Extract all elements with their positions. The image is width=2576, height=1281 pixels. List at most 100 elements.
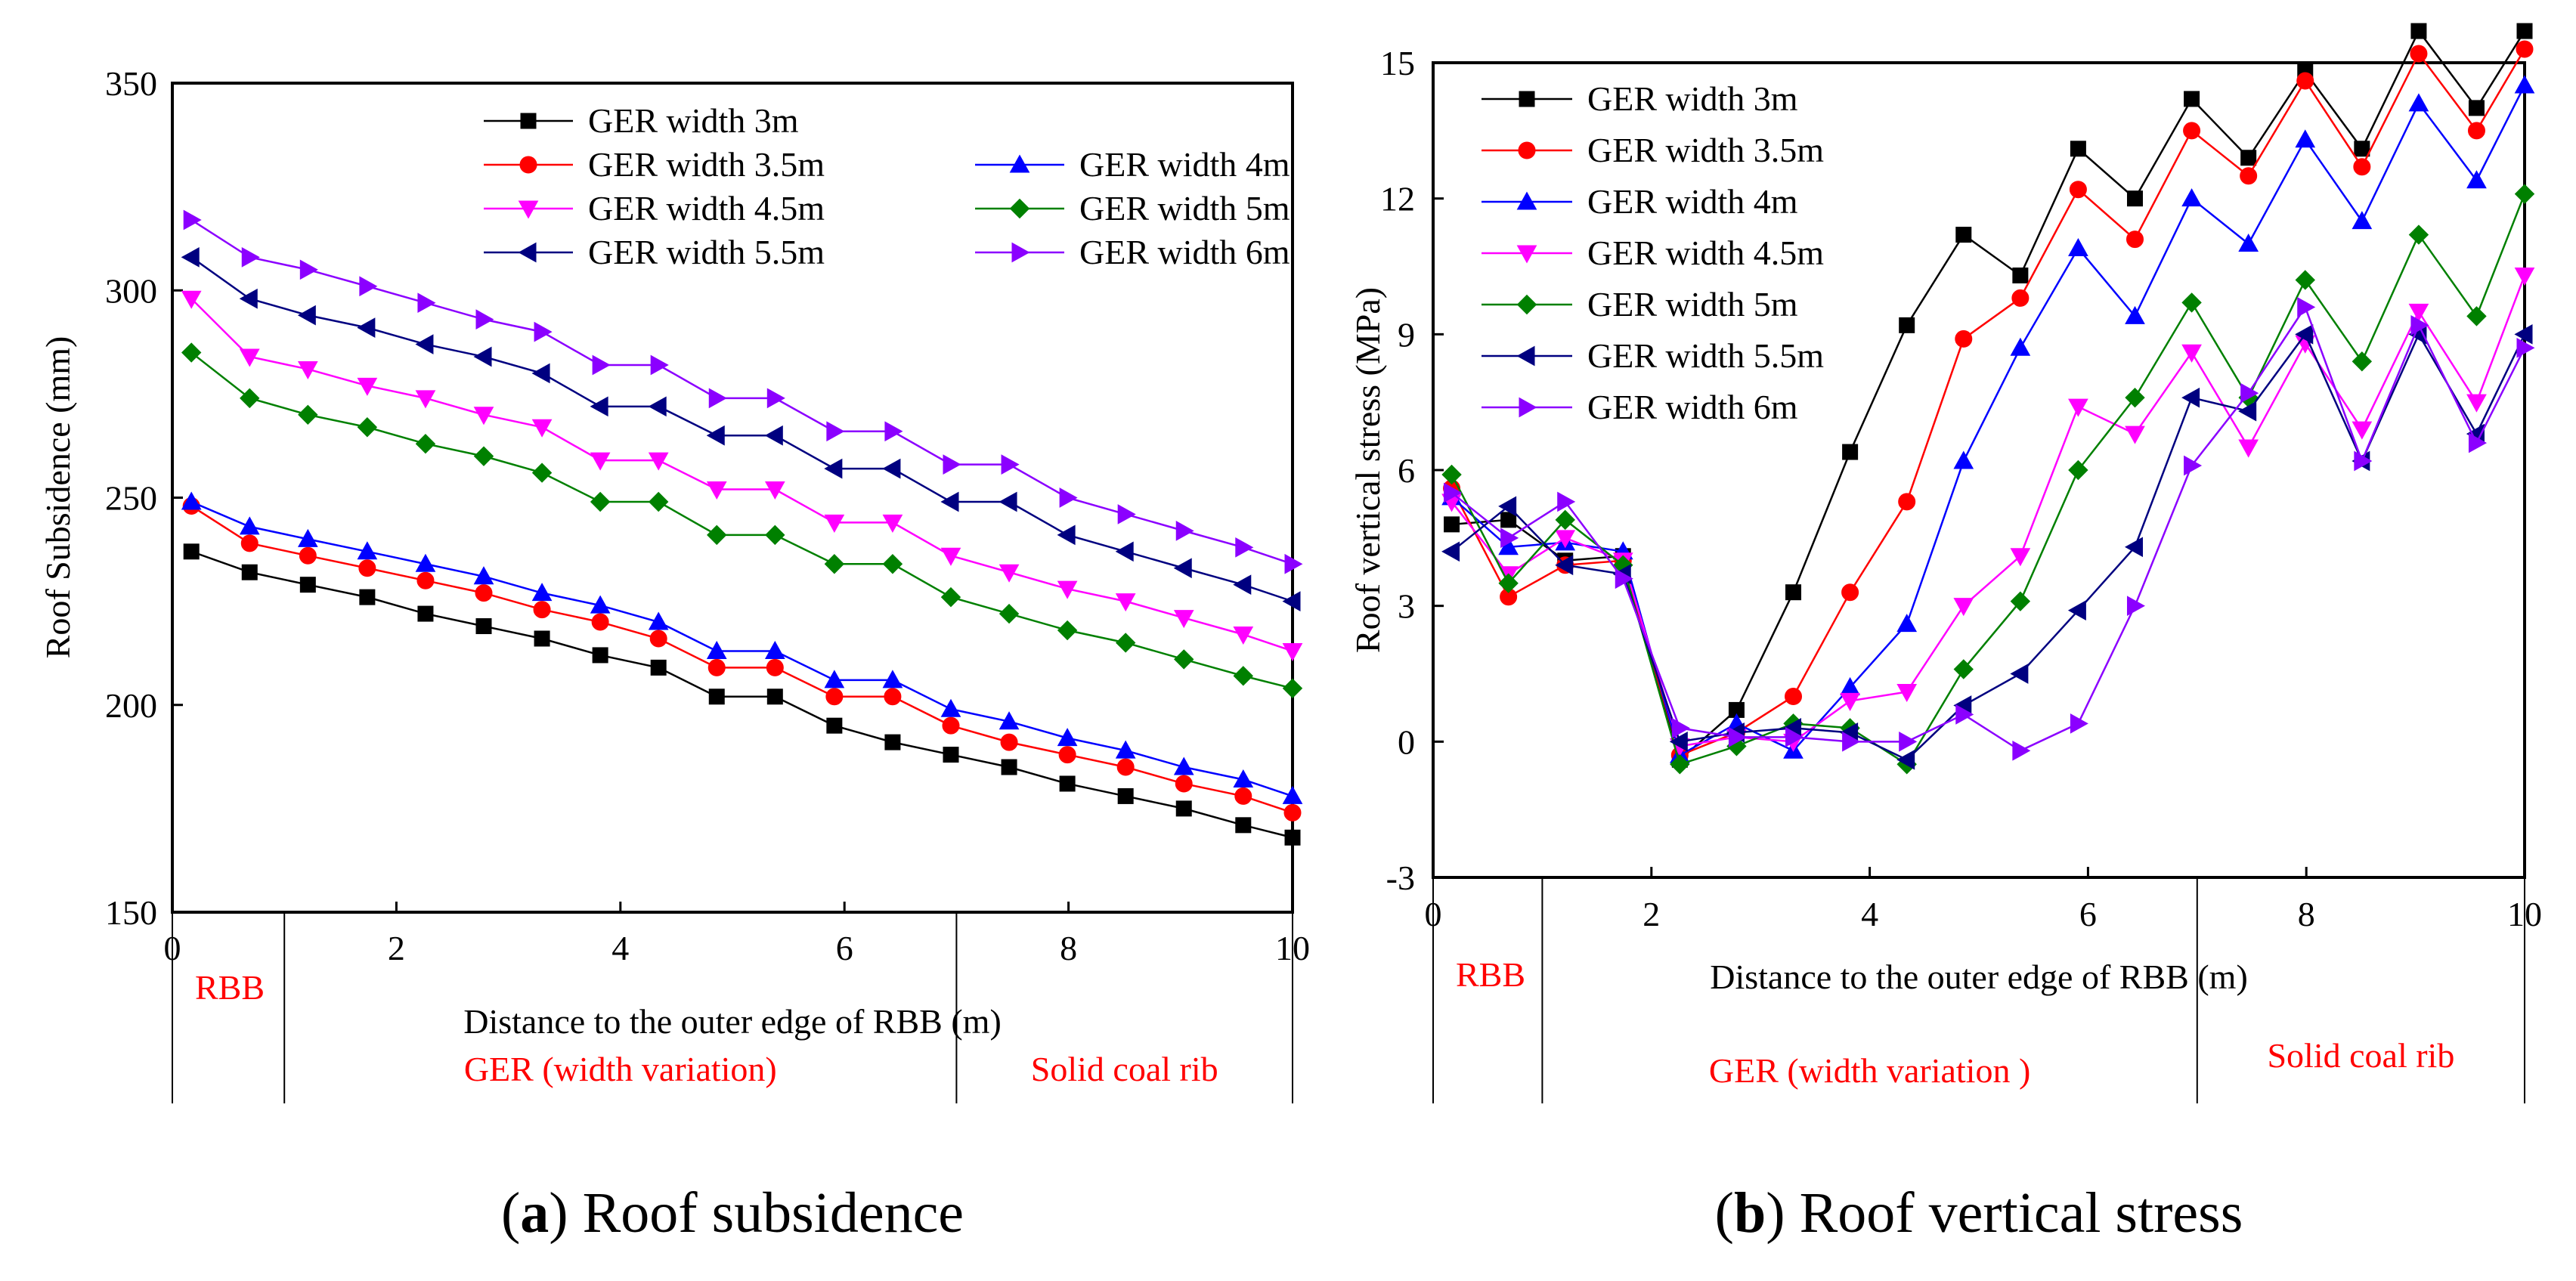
panel-b-y-tick-label: 3: [1398, 587, 1415, 626]
panel-b-series-ger-width-3m-point: [1785, 584, 1802, 601]
panel-a-series-ger-width-4-5m-point: [531, 419, 553, 438]
panel-b-region-label-ger-width-variation: GER (width variation ): [1709, 1051, 2030, 1090]
panel-a-series-ger-width-5m-point: [824, 554, 845, 574]
panel-b-series-ger-width-6m-point: [1785, 726, 1804, 747]
panel-b-series-ger-width-5-5m-point: [1669, 731, 1688, 752]
panel-b-caption-letter: b: [1734, 1181, 1766, 1245]
panel-a-legend-ger-width-4m: GER width 4m: [975, 145, 1290, 184]
panel-a-series-ger-width-3m-point: [650, 659, 667, 676]
panel-b-series-ger-width-6m-line: [1451, 305, 2526, 752]
panel-b-series-ger-width-6m-point: [2354, 450, 2373, 472]
panel-b-legend-ger-width-4-5m-swatch-marker: [1516, 245, 1537, 264]
panel-a-series-ger-width-3-5m-point: [358, 559, 376, 577]
panel-a-series-ger-width-3m-point: [1284, 829, 1301, 846]
panel-a-series-ger-width-5-5m-point: [1057, 524, 1076, 546]
panel-b-series-ger-width-3m-point: [2070, 141, 2086, 157]
panel-a-series-ger-width-5m-point: [707, 524, 727, 546]
panel-b-series-ger-width-4m-point: [2466, 170, 2487, 189]
panel-a-series-ger-width-5m-line: [190, 351, 1293, 690]
panel-b-series-ger-width-4m-point: [2408, 93, 2429, 112]
panel-a-series-ger-width-3-5m-point: [1175, 775, 1193, 793]
panel-a-series-ger-width-6m-point: [708, 388, 727, 409]
panel-b-legend-ger-width-3-5m: GER width 3.5m: [1482, 131, 1824, 169]
panel-b-legend-ger-width-4m-swatch-marker: [1516, 191, 1537, 210]
panel-a-series-ger-width-4m-point: [473, 566, 494, 585]
panel-b-x-tick-label: 8: [2298, 895, 2315, 933]
panel-a-legend-ger-width-4-5m: GER width 4.5m: [484, 189, 825, 227]
panel-a-series-ger-width-5-5m-point: [181, 247, 200, 268]
panel-b-legend-ger-width-6m: GER width 6m: [1482, 388, 1798, 426]
panel-b-series-ger-width-6m-point: [2516, 337, 2535, 358]
panel-b-series-ger-width-3-5m-point: [1898, 493, 1916, 511]
panel-a-series-ger-width-4m-point: [297, 528, 318, 547]
panel-a-series-ger-width-4m-point: [824, 670, 845, 688]
panel-a-series-ger-width-5m-point: [882, 554, 903, 574]
panel-b-series-ger-width-5-5m-point: [1441, 541, 1460, 562]
panel-b-series-ger-width-3-5m-point: [2240, 167, 2258, 185]
panel-a-series-ger-width-4-5m-point: [590, 452, 611, 471]
panel-b-series-ger-width-5-5m-point: [2124, 537, 2143, 558]
panel-b-series-ger-width-5m-point: [2514, 184, 2535, 204]
panel-b-legend: GER width 3m GER width 3.5m GER width 4m GE…: [1482, 79, 1824, 426]
panel-a-legend-ger-width-3-5m-label: GER width 3.5m: [588, 145, 825, 184]
panel-b-legend-ger-width-4-5m-label: GER width 4.5m: [1587, 234, 1824, 272]
panel-b-region-label-rbb: RBB: [1456, 955, 1525, 994]
panel-b-series-ger-width-3-5m-point: [2410, 45, 2428, 63]
panel-a-series-ger-width-3-5m-point: [475, 584, 493, 602]
panel-a-series-ger-width-3m-line: [190, 550, 1293, 839]
panel-b-legend-ger-width-3m-label: GER width 3m: [1587, 79, 1798, 118]
panel-a-series-ger-width-5-5m-point: [1233, 574, 1252, 596]
panel-a-series-ger-width-3-5m-point: [1283, 803, 1302, 822]
panel-a-region-label-rbb: RBB: [195, 968, 265, 1007]
panel-a-series-ger-width-3-5m-point: [1116, 758, 1135, 776]
panel-b-legend-ger-width-4-5m: GER width 4.5m: [1482, 234, 1824, 272]
panel-b-series-ger-width-5-5m-point: [2295, 323, 2314, 345]
panel-a-x-axis-label: Distance to the outer edge of RBB (m): [463, 1002, 1002, 1041]
panel-a-series-ger-width-3-5m-point: [1234, 787, 1252, 805]
panel-a-series-ger-width-4-5m-point: [999, 564, 1020, 583]
panel-a-series-ger-width-3m-point: [943, 747, 959, 763]
panel-b-caption-text: Roof vertical stress: [1785, 1181, 2243, 1245]
panel-a-series-ger-width-4-5m-point: [357, 377, 378, 396]
panel-b-series-ger-width-5m-line: [1451, 193, 2526, 766]
panel-a-series-ger-width-4-5m-point: [1057, 580, 1078, 599]
panel-a-series-ger-width-6m-point: [826, 421, 845, 442]
panel-b-series-ger-width-3-5m-point: [1955, 330, 1973, 348]
panel-a-series-ger-width-4m-point: [940, 698, 961, 717]
panel-a-series-ger-width-6m-point: [766, 388, 785, 409]
panel-b-series-ger-width-6m-point: [2012, 740, 2031, 761]
panel-a-series-ger-width-4m-point: [357, 541, 378, 560]
panel-a-series-ger-width-5-5m: [181, 247, 1301, 611]
panel-b-series-ger-width-4-5m-point: [2010, 548, 2031, 567]
panel-b-series-ger-width-3-5m-point: [2069, 181, 2087, 199]
panel-a-regions: RBB GER (width variation) Solid coal rib: [172, 912, 1293, 1103]
panel-a-series-ger-width-4-5m-point: [239, 348, 260, 367]
panel-b-x-tick-label: 2: [1643, 895, 1660, 933]
panel-a-series: [181, 209, 1303, 846]
panel-a-series-ger-width-3m-point: [1235, 817, 1252, 834]
panel-b-series-ger-width-6m-point: [1899, 731, 1918, 752]
panel-a-series-ger-width-4m-point: [1233, 769, 1254, 787]
panel-b-legend-ger-width-5-5m-swatch-marker: [1516, 345, 1535, 367]
panel-a-series-ger-width-3m-point: [183, 543, 200, 560]
panel-b-series-ger-width-4m-line: [1451, 85, 2526, 757]
panel-b-series-ger-width-3-5m-point: [2353, 158, 2371, 176]
panel-b-series-ger-width-4-5m-point: [2514, 267, 2535, 286]
panel-b-x-tick-label: 6: [2079, 895, 2097, 933]
panel-a-series-ger-width-5m-point: [473, 446, 494, 466]
panel-b-series-ger-width-6m-point: [1557, 491, 1576, 512]
panel-a-series-ger-width-5-5m-point: [357, 317, 376, 338]
panel-a-series-ger-width-4-5m-point: [882, 514, 903, 533]
panel-a-series-ger-width-6m-line: [190, 218, 1293, 565]
panel-a-series-ger-width-3m-point: [534, 630, 550, 647]
panel-b-series-ger-width-4-5m-point: [1840, 692, 1860, 711]
panel-b-caption: (b) Roof vertical stress: [1715, 1181, 2243, 1245]
panel-b-series-ger-width-5m-point: [2295, 270, 2315, 290]
panel-a-series-ger-width-5m-point: [1282, 678, 1303, 699]
panel-a-series-ger-width-4m-point: [1282, 785, 1303, 804]
panel-b-series-ger-width-6m-point: [1444, 482, 1463, 503]
panel-a-series-ger-width-3-5m: [182, 497, 1302, 822]
panel-a-series-ger-width-5m-point: [298, 404, 318, 425]
panel-b-series-ger-width-3-5m-point: [2467, 122, 2485, 140]
